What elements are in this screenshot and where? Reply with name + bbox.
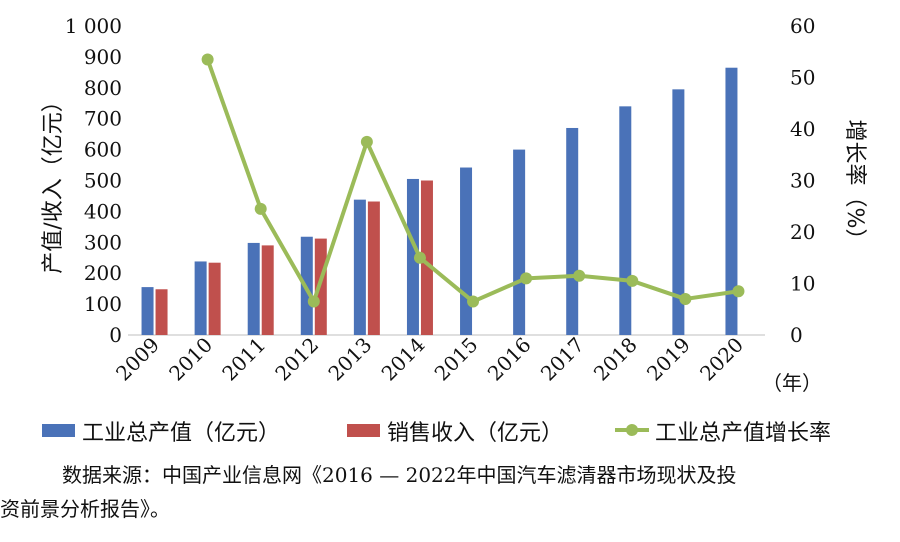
- source-line-2: 资前景分析报告》。: [0, 497, 170, 521]
- left-axis-ticks: 0 100 200 300 400 500 600 700 800 900 1 000: [65, 14, 122, 347]
- left-tick-label: 500: [84, 169, 122, 193]
- growth-rate-point: [626, 274, 639, 287]
- right-axis-ticks: 0 10 20 30 40 50 60: [790, 14, 815, 347]
- chart: 0 100 200 300 400 500 600 700 800 900 1 000 0 10 20 3…: [41, 14, 867, 446]
- bar-industrial-output: [141, 287, 154, 335]
- legend-marker: [626, 424, 638, 436]
- right-tick-label: 40: [790, 117, 815, 141]
- bar-industrial-output: [460, 167, 473, 335]
- left-tick-label: 1 000: [65, 14, 122, 38]
- growth-rate-point: [413, 251, 426, 264]
- source-line-1: 数据来源：中国产业信息网《2016 — 2022年中国汽车滤清器市场现状及投: [62, 463, 737, 487]
- bars: [141, 67, 738, 335]
- right-tick-label: 60: [790, 14, 815, 38]
- left-tick-label: 0: [109, 323, 122, 347]
- right-tick-label: 50: [790, 66, 815, 90]
- right-axis-title: 增长率（%）: [842, 120, 867, 251]
- legend-label: 工业总产值增长率: [655, 421, 831, 446]
- legend-swatch: [42, 424, 75, 437]
- left-tick-label: 600: [84, 138, 122, 162]
- bar-industrial-output: [725, 67, 738, 335]
- growth-rate-point: [307, 295, 320, 308]
- x-axis-ticks: 2009 2010 2011 2012 2013 2014 2015 2016 2017 2018…: [111, 333, 748, 386]
- x-tick-label: 2016: [483, 333, 536, 386]
- x-tick-label: 2013: [323, 333, 376, 386]
- x-axis-unit: （年）: [762, 371, 822, 395]
- legend-swatch: [347, 424, 380, 437]
- left-tick-label: 100: [84, 292, 122, 316]
- growth-rate-point: [520, 272, 533, 285]
- x-tick-label: 2011: [217, 333, 270, 386]
- growth-rate-point: [732, 285, 745, 298]
- bar-industrial-output: [406, 178, 419, 335]
- bar-industrial-output: [513, 149, 526, 335]
- x-tick-label: 2020: [695, 333, 748, 386]
- bar-industrial-output: [566, 127, 579, 335]
- x-tick-label: 2015: [430, 333, 483, 386]
- left-tick-label: 900: [84, 45, 122, 69]
- growth-rate-line: [205, 58, 739, 304]
- left-tick-label: 800: [84, 76, 122, 100]
- growth-rate-point: [254, 202, 267, 215]
- bar-industrial-output: [672, 89, 685, 335]
- source-note: 数据来源：中国产业信息网《2016 — 2022年中国汽车滤清器市场现状及投 资…: [0, 458, 900, 526]
- right-tick-label: 10: [790, 272, 815, 296]
- right-tick-label: 0: [790, 323, 803, 347]
- x-tick-label: 2012: [270, 333, 323, 386]
- right-tick-label: 30: [790, 169, 815, 193]
- left-tick-label: 700: [84, 107, 122, 131]
- bar-sales-revenue: [261, 245, 274, 335]
- bar-industrial-output: [194, 261, 207, 335]
- growth-rate-point: [360, 135, 373, 148]
- bar-sales-revenue: [367, 201, 380, 335]
- legend-label: 工业总产值（亿元）: [82, 421, 280, 446]
- bar-industrial-output: [353, 199, 366, 335]
- growth-line-layer: [201, 53, 745, 308]
- growth-rate-point: [573, 269, 586, 282]
- bar-sales-revenue: [155, 289, 168, 335]
- legend: 工业总产值（亿元） 销售收入（亿元） 工业总产值增长率: [42, 421, 831, 446]
- x-tick-label: 2019: [642, 333, 695, 386]
- x-tick-label: 2014: [377, 333, 430, 386]
- x-tick-label: 2010: [164, 333, 217, 386]
- growth-rate-point: [679, 292, 692, 305]
- left-axis-title: 产值/收入（亿元）: [41, 90, 66, 273]
- right-tick-label: 20: [790, 220, 815, 244]
- left-tick-label: 300: [84, 230, 122, 254]
- growth-rate-point: [467, 295, 480, 308]
- x-tick-label: 2018: [589, 333, 642, 386]
- legend-label: 销售收入（亿元）: [387, 421, 563, 446]
- bar-industrial-output: [247, 242, 260, 335]
- bar-sales-revenue: [420, 180, 433, 335]
- left-tick-label: 400: [84, 199, 122, 223]
- x-tick-label: 2017: [536, 333, 589, 386]
- bar-sales-revenue: [208, 262, 221, 335]
- bar-industrial-output: [619, 106, 632, 335]
- growth-rate-point: [201, 53, 214, 66]
- left-tick-label: 200: [84, 261, 122, 285]
